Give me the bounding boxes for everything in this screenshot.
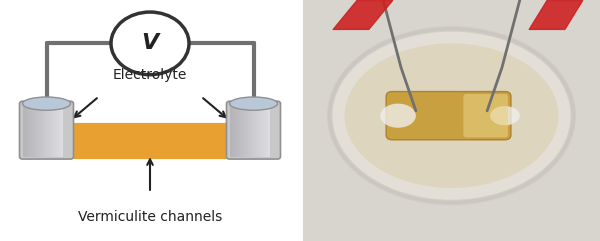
Bar bbox=[49, 104, 51, 157]
Ellipse shape bbox=[380, 104, 416, 128]
Bar bbox=[258, 104, 260, 157]
Ellipse shape bbox=[330, 29, 573, 202]
Bar bbox=[41, 104, 43, 157]
Bar bbox=[252, 104, 254, 157]
Text: Vermiculite channels: Vermiculite channels bbox=[78, 210, 222, 224]
Bar bbox=[26, 104, 29, 157]
Bar bbox=[242, 104, 244, 157]
Bar bbox=[53, 104, 55, 157]
FancyBboxPatch shape bbox=[19, 101, 74, 159]
Bar bbox=[38, 104, 41, 157]
Bar bbox=[45, 104, 47, 157]
Bar bbox=[61, 104, 64, 157]
Bar bbox=[266, 104, 268, 157]
Bar bbox=[268, 104, 270, 157]
Bar bbox=[239, 104, 242, 157]
Bar bbox=[245, 104, 248, 157]
Bar bbox=[236, 104, 238, 157]
Bar bbox=[47, 104, 49, 157]
Bar bbox=[37, 104, 39, 157]
Bar bbox=[256, 104, 258, 157]
Bar bbox=[29, 104, 31, 157]
Bar bbox=[262, 104, 264, 157]
FancyBboxPatch shape bbox=[386, 92, 511, 140]
Bar bbox=[43, 104, 45, 157]
FancyBboxPatch shape bbox=[227, 101, 281, 159]
Bar bbox=[238, 104, 240, 157]
Bar bbox=[254, 104, 256, 157]
Bar bbox=[31, 104, 33, 157]
FancyBboxPatch shape bbox=[463, 94, 508, 137]
Bar bbox=[244, 104, 246, 157]
Bar bbox=[55, 104, 57, 157]
Bar bbox=[232, 104, 234, 157]
Ellipse shape bbox=[490, 106, 520, 125]
Bar bbox=[57, 104, 59, 157]
Bar bbox=[229, 104, 232, 157]
Bar bbox=[25, 104, 27, 157]
Bar bbox=[59, 104, 61, 157]
Text: Electrolyte: Electrolyte bbox=[113, 68, 187, 82]
Bar bbox=[264, 104, 266, 157]
FancyBboxPatch shape bbox=[44, 123, 257, 159]
Bar bbox=[51, 104, 53, 157]
Bar bbox=[260, 104, 262, 157]
Ellipse shape bbox=[229, 97, 277, 110]
Circle shape bbox=[111, 12, 189, 75]
Bar bbox=[35, 104, 37, 157]
Ellipse shape bbox=[23, 97, 71, 110]
Bar bbox=[23, 104, 25, 157]
Bar bbox=[248, 104, 250, 157]
Bar bbox=[250, 104, 252, 157]
Bar bbox=[32, 104, 35, 157]
Text: V: V bbox=[142, 33, 158, 53]
Bar bbox=[233, 104, 236, 157]
Ellipse shape bbox=[344, 43, 559, 188]
